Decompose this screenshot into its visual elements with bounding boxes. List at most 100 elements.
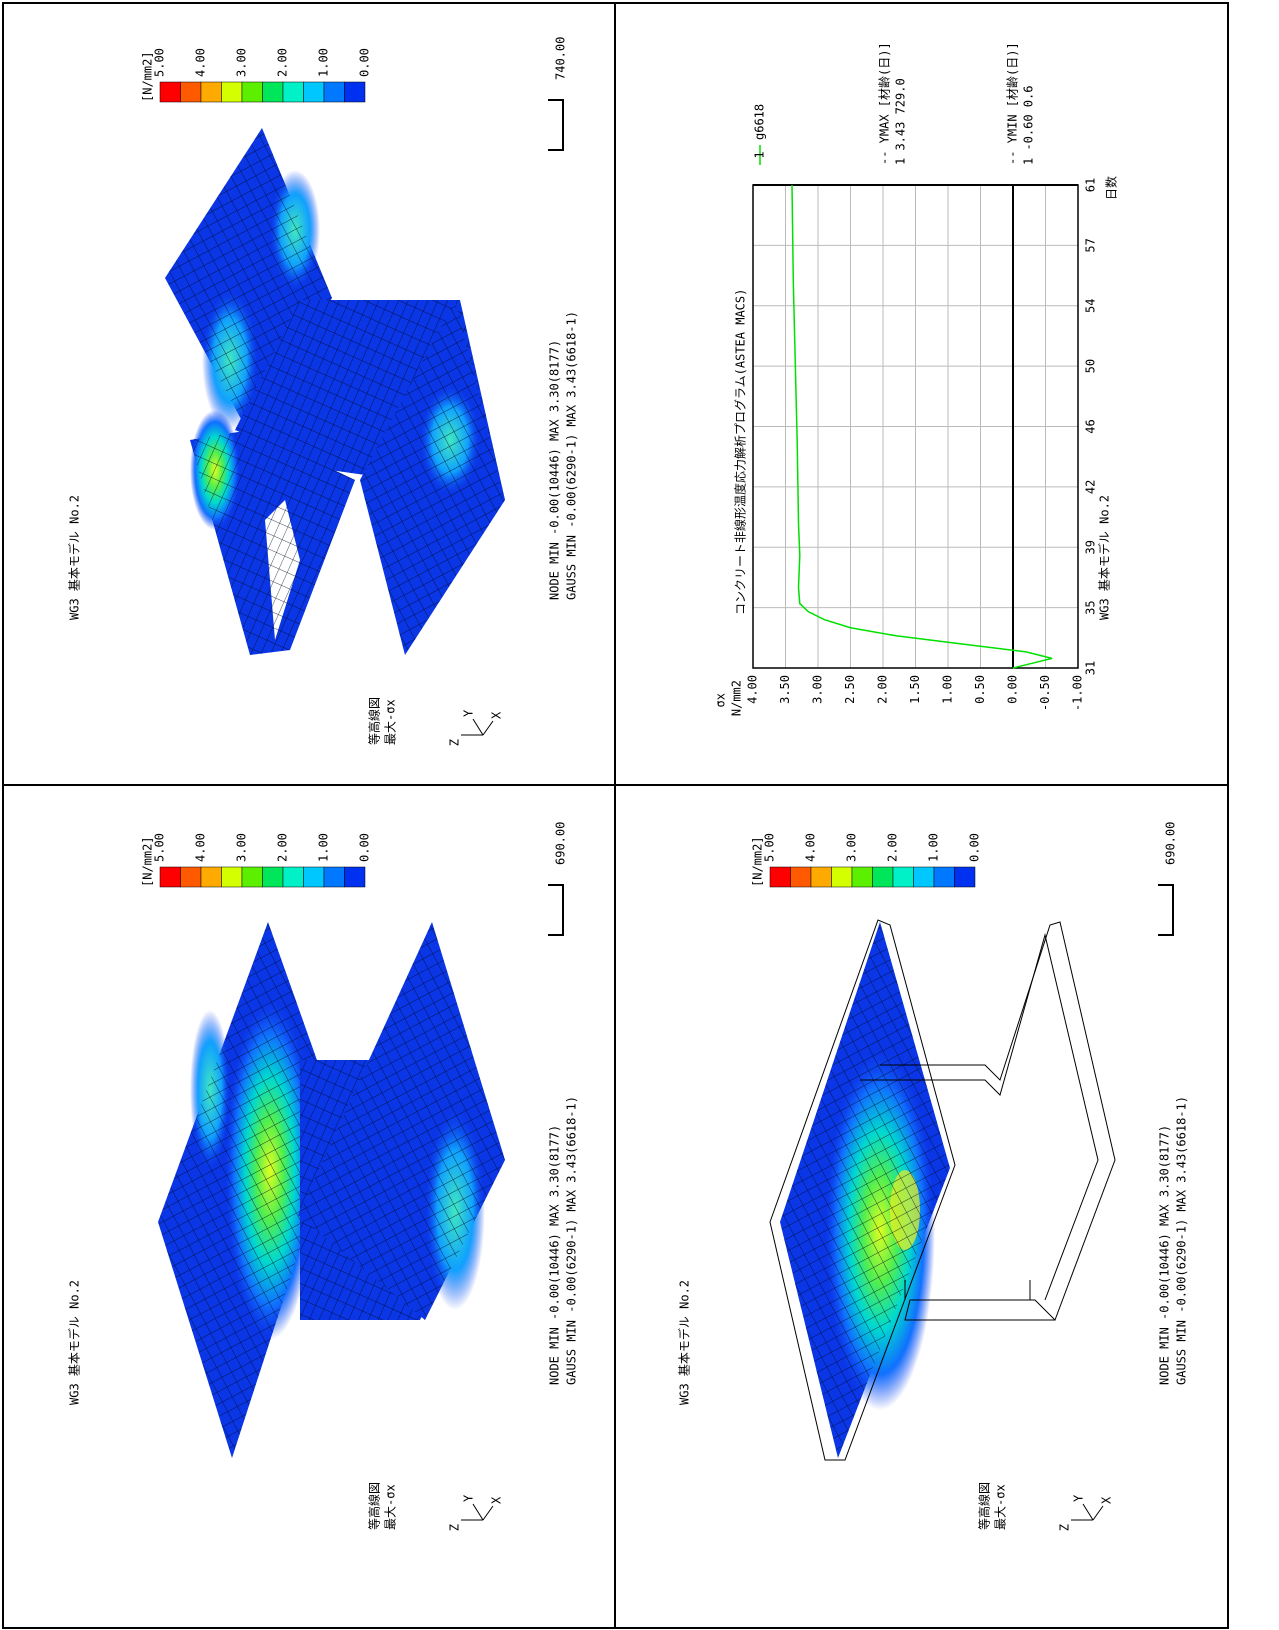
legend-swatch bbox=[200, 866, 222, 888]
triad-label: X bbox=[490, 711, 504, 719]
triad-label: X bbox=[1100, 1496, 1114, 1504]
triad-label: Z bbox=[448, 1524, 462, 1531]
plot-kind: 等高線図 bbox=[367, 1482, 382, 1530]
legend-swatch bbox=[344, 866, 366, 888]
legend-label: 5.00 bbox=[153, 833, 167, 862]
legend-label: 2.00 bbox=[886, 833, 900, 862]
legend-swatch bbox=[221, 81, 243, 103]
legend-swatch bbox=[810, 866, 832, 888]
triad-label: Y bbox=[1072, 1494, 1086, 1502]
y-tick-label: 0.50 bbox=[973, 675, 987, 704]
legend-swatch bbox=[851, 866, 873, 888]
legend-swatch bbox=[831, 866, 853, 888]
x-tick-label: 50 bbox=[1084, 359, 1098, 373]
legend-label: 3.00 bbox=[235, 833, 249, 862]
scale-bar bbox=[548, 884, 564, 936]
triad-label: Y bbox=[462, 709, 476, 717]
legend-label: 4.00 bbox=[194, 833, 208, 862]
legend-swatch bbox=[159, 81, 181, 103]
legend-label: 3.00 bbox=[845, 833, 859, 862]
legend-label: 1.00 bbox=[317, 48, 331, 77]
legend-swatch bbox=[913, 866, 935, 888]
legend-label: 1.00 bbox=[927, 833, 941, 862]
legend-swatch bbox=[262, 866, 284, 888]
annotation-text: 1 3.43 729.0 bbox=[894, 78, 908, 165]
legend-label: 2.00 bbox=[276, 48, 290, 77]
x-tick-label: 35 bbox=[1084, 600, 1098, 614]
legend-swatch bbox=[323, 81, 345, 103]
legend-swatch bbox=[769, 866, 791, 888]
legend-swatch bbox=[323, 866, 345, 888]
legend-swatch bbox=[303, 81, 325, 103]
y-tick-label: 3.50 bbox=[778, 675, 792, 704]
legend-swatch bbox=[282, 866, 304, 888]
axis-triad bbox=[1071, 1503, 1104, 1521]
axis-triad bbox=[461, 718, 494, 736]
y-tick-label: 0.00 bbox=[1006, 675, 1020, 704]
y-tick-label: 4.00 bbox=[746, 675, 760, 704]
legend-label: 4.00 bbox=[194, 48, 208, 77]
legend-swatch bbox=[180, 81, 202, 103]
legend-swatch bbox=[200, 81, 222, 103]
legend-swatch bbox=[303, 866, 325, 888]
y-tick-label: 1.00 bbox=[941, 675, 955, 704]
gauss-result: GAUSS MIN -0.00(6290-1) MAX 3.43(6618-1) bbox=[565, 311, 579, 600]
annotation-label: -- YMAX [材齢(日)] bbox=[877, 42, 892, 165]
legend-label: 5.00 bbox=[153, 48, 167, 77]
legend-swatch bbox=[933, 866, 955, 888]
scale-label: 690.00 bbox=[554, 822, 568, 865]
gauss-result: GAUSS MIN -0.00(6290-1) MAX 3.43(6618-1) bbox=[1175, 1096, 1189, 1385]
triad-label: Y bbox=[462, 1494, 476, 1502]
legend-swatch bbox=[892, 866, 914, 888]
legend-swatch bbox=[159, 866, 181, 888]
legend-swatch bbox=[282, 81, 304, 103]
legend-label: 1.00 bbox=[317, 833, 331, 862]
y-tick-label: 3.00 bbox=[811, 675, 825, 704]
chart-panel: コンクリート非線形温度応力解析プログラム(ASTEA MACS) WG3 基本モデ… bbox=[714, 42, 1119, 716]
x-tick-label: 39 bbox=[1084, 540, 1098, 554]
legend-unit: [N/mm2] bbox=[751, 836, 765, 887]
panel-title: WG3 基本モデル No.2 bbox=[677, 1280, 692, 1405]
legend-marker: 1 bbox=[753, 151, 767, 158]
legend-swatch bbox=[241, 866, 263, 888]
legend-swatch bbox=[344, 81, 366, 103]
legend-label: 2.00 bbox=[276, 833, 290, 862]
series-line bbox=[791, 184, 1053, 669]
chart-subtitle: WG3 基本モデル No.2 bbox=[1097, 495, 1112, 620]
x-tick-label: 42 bbox=[1084, 480, 1098, 494]
legend-label: g6618 bbox=[753, 104, 767, 140]
x-tick-label: 31 bbox=[1084, 661, 1098, 675]
fem-panel: WG3 基本モデル No.2 等高線図 最大-σx NODE MIN -0.00(10… bbox=[677, 822, 1189, 1532]
fem-model bbox=[158, 128, 1116, 1461]
triad-label: X bbox=[490, 1496, 504, 1504]
y-axis-unit: N/mm2 bbox=[730, 680, 744, 716]
x-tick-label: 54 bbox=[1084, 299, 1098, 313]
legend-label: 3.00 bbox=[235, 48, 249, 77]
fem-panel: WG3 基本モデル No.2 等高線図 最大-σx NODE MIN -0.00(10… bbox=[67, 37, 579, 747]
legend-label: 4.00 bbox=[804, 833, 818, 862]
node-result: NODE MIN -0.00(10446) MAX 3.30(8177) bbox=[1158, 1125, 1172, 1385]
node-result: NODE MIN -0.00(10446) MAX 3.30(8177) bbox=[548, 1125, 562, 1385]
annotation-label: -- YMIN [材齢(日)] bbox=[1005, 42, 1020, 165]
scale-bar bbox=[548, 99, 564, 151]
axis-triad bbox=[461, 1503, 494, 1521]
node-result: NODE MIN -0.00(10446) MAX 3.30(8177) bbox=[548, 340, 562, 600]
legend-swatch bbox=[872, 866, 894, 888]
legend-unit: [N/mm2] bbox=[141, 836, 155, 887]
component: 最大-σx bbox=[384, 1484, 398, 1530]
legend-label: 0.00 bbox=[968, 833, 982, 862]
y-tick-label: 1.50 bbox=[908, 675, 922, 704]
plot-kind: 等高線図 bbox=[367, 697, 382, 745]
legend-unit: [N/mm2] bbox=[141, 51, 155, 102]
scale-label: 690.00 bbox=[1164, 822, 1178, 865]
component: 最大-σx bbox=[384, 699, 398, 745]
x-tick-label: 61 bbox=[1084, 178, 1098, 192]
fem-panel: WG3 基本モデル No.2 等高線図 最大-σx NODE MIN -0.00(10… bbox=[67, 822, 579, 1532]
legend-label: 0.00 bbox=[358, 48, 372, 77]
scale-bar bbox=[1158, 884, 1174, 936]
panel-title: WG3 基本モデル No.2 bbox=[67, 1280, 82, 1405]
x-tick-label: 46 bbox=[1084, 419, 1098, 433]
legend-swatch bbox=[954, 866, 976, 888]
